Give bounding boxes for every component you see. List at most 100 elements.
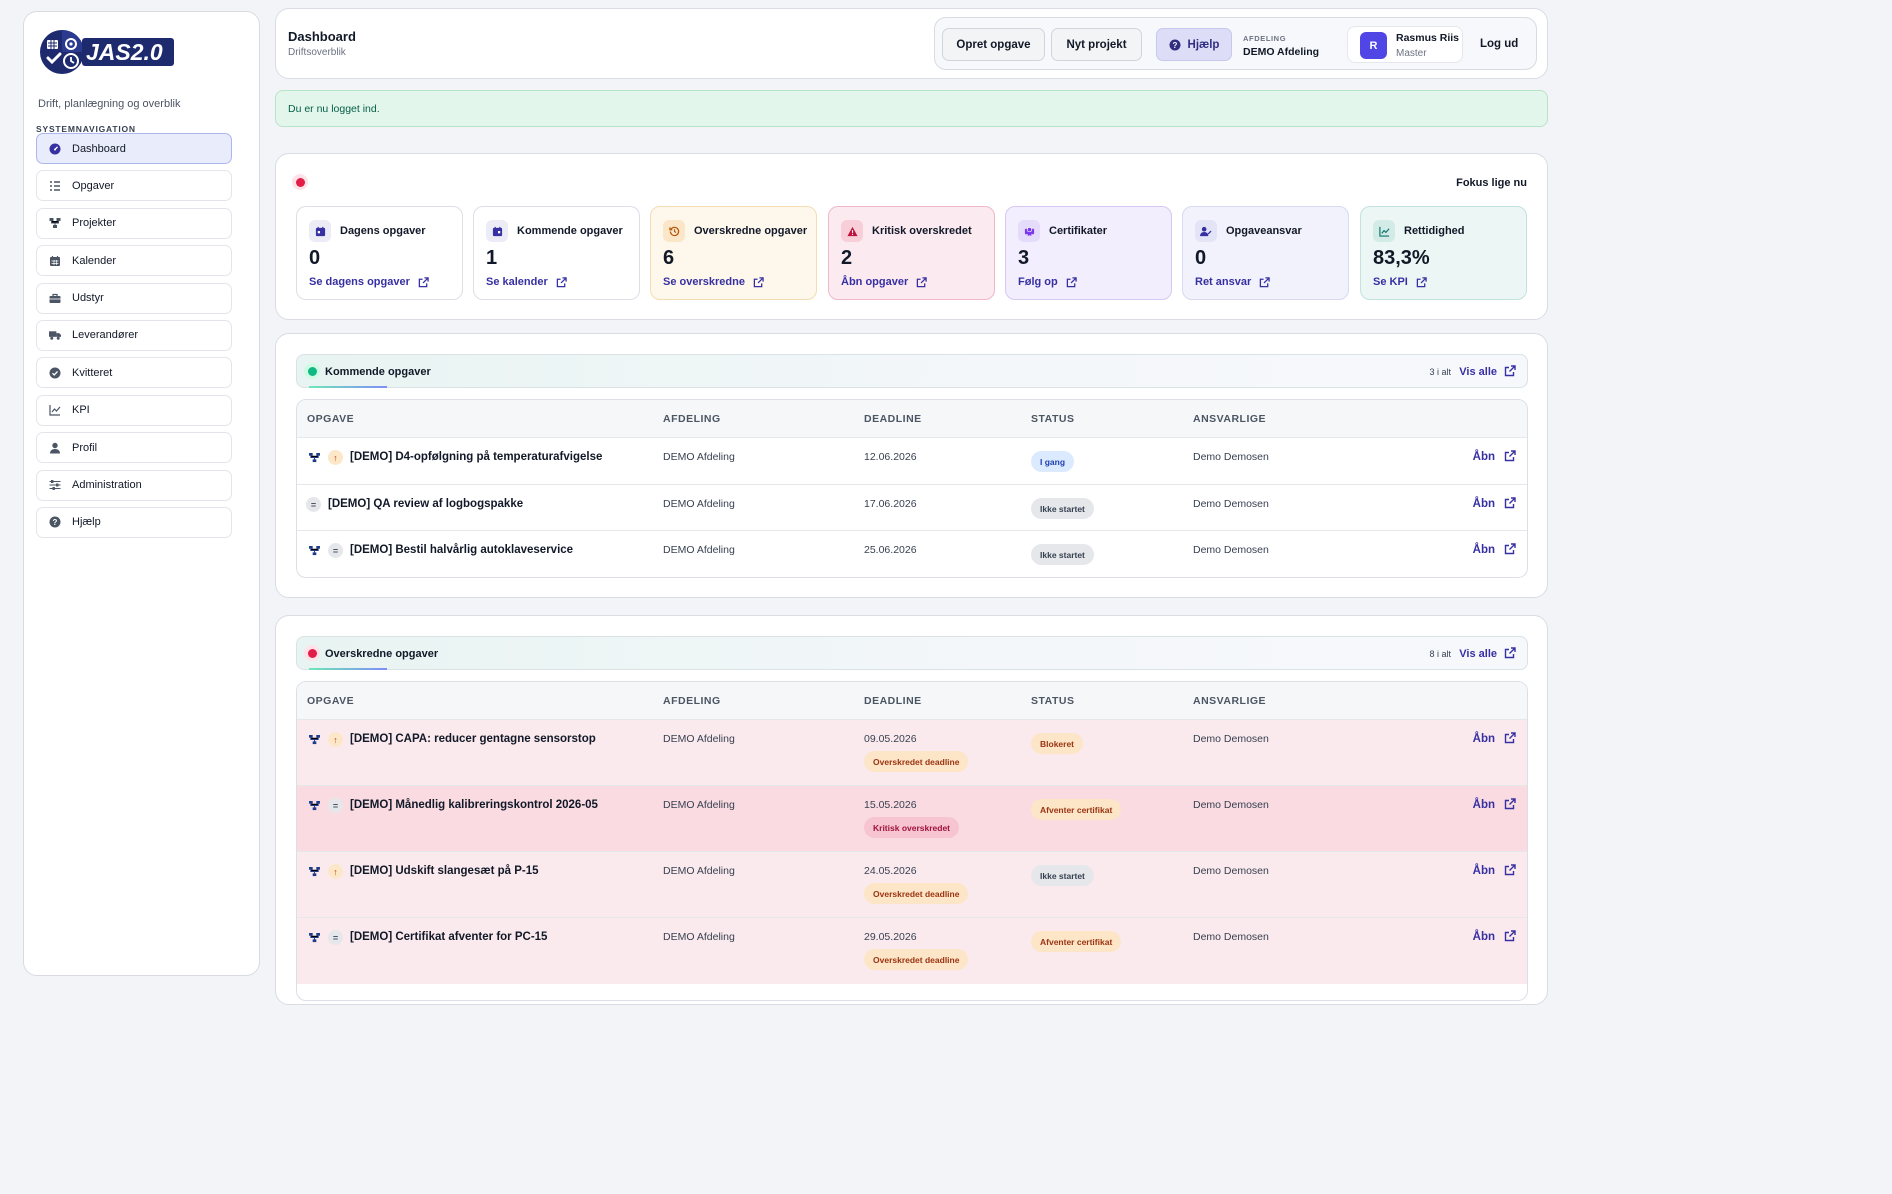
column-header: DEADLINE (864, 695, 922, 707)
task-deadline: 17.06.2026 (864, 498, 917, 510)
card-value: 1 (486, 247, 498, 269)
sidebar-item-label: Profil (72, 441, 98, 454)
external-link-icon[interactable] (1504, 798, 1516, 810)
table-header: OPGAVE AFDELING DEADLINE STATUS ANSVARLI… (297, 682, 1527, 720)
open-task-link[interactable]: Åbn (1472, 498, 1495, 510)
sidebar-item-profil[interactable]: Profil (36, 432, 232, 464)
column-header: STATUS (1031, 413, 1075, 425)
project-tree-icon (309, 801, 320, 811)
table-row[interactable]: = [DEMO] Månedlig kalibreringskontrol 20… (297, 786, 1527, 852)
card-link[interactable]: Åbn opgaver (841, 276, 927, 288)
user-profile[interactable]: R Rasmus Riis Master (1347, 26, 1463, 63)
table-row[interactable]: = [DEMO] QA review af logbogspakke DEMO … (297, 485, 1527, 531)
sidebar-item-leverandorer[interactable]: Leverandører (36, 319, 232, 351)
app-logo[interactable]: JAS2.0 (38, 28, 178, 76)
calendar-day-icon (309, 220, 331, 242)
card-link[interactable]: Ret ansvar (1195, 276, 1270, 288)
priority-normal-icon: = (328, 798, 343, 813)
external-link-icon (418, 276, 429, 287)
overdue-section-header: Overskredne opgaver 8 i alt Vis alle (296, 636, 1528, 670)
card-value: 83,3% (1373, 247, 1430, 269)
status-dot-icon (304, 645, 320, 661)
sidebar-item-opgaver[interactable]: Opgaver (36, 170, 232, 202)
task-responsible: Demo Demosen (1193, 544, 1269, 556)
table-row[interactable]: ↑ [DEMO] CAPA: reducer gentagne sensorst… (297, 720, 1527, 786)
external-link-icon[interactable] (1504, 930, 1516, 942)
external-link-icon[interactable] (1504, 647, 1516, 659)
view-all-link[interactable]: Vis alle (1459, 366, 1497, 378)
sidebar-item-kalender[interactable]: Kalender (36, 245, 232, 277)
sidebar-item-udstyr[interactable]: Udstyr (36, 282, 232, 314)
priority-normal-icon: = (328, 930, 343, 945)
sliders-icon (49, 479, 61, 491)
external-link-icon (556, 276, 567, 287)
table-row[interactable]: = [DEMO] Bestil halvårlig autoklaveservi… (297, 531, 1527, 577)
card-link[interactable]: Se dagens opgaver (309, 276, 429, 288)
card-link-label: Se kalender (486, 276, 548, 288)
column-header: AFDELING (663, 695, 721, 707)
table-row[interactable]: ↑ [DEMO] Udskift slangesæt på P-15 DEMO … (297, 852, 1527, 918)
task-name[interactable]: [DEMO] D4-opfølgning på temperaturafvige… (350, 451, 603, 463)
table-row[interactable]: ↑ [DEMO] D4-opfølgning på temperaturafvi… (297, 438, 1527, 485)
external-link-icon[interactable] (1504, 543, 1516, 555)
priority-high-icon: ↑ (328, 732, 343, 747)
external-link-icon (1066, 276, 1077, 287)
open-task-link[interactable]: Åbn (1472, 451, 1495, 463)
card-value: 0 (1195, 247, 1207, 269)
task-name[interactable]: [DEMO] Bestil halvårlig autoklaveservice (350, 544, 574, 556)
priority-high-icon: ↑ (328, 864, 343, 879)
question-circle-icon: ? (1169, 39, 1181, 50)
card-link[interactable]: Se KPI (1373, 276, 1427, 288)
table-header: OPGAVE AFDELING DEADLINE STATUS ANSVARLI… (297, 400, 1527, 438)
project-tree-icon (309, 933, 320, 943)
column-header: STATUS (1031, 695, 1075, 707)
external-link-icon[interactable] (1504, 365, 1516, 377)
sidebar-item-administration[interactable]: Administration (36, 469, 232, 501)
open-task-link[interactable]: Åbn (1472, 733, 1495, 745)
external-link-icon[interactable] (1504, 497, 1516, 509)
sidebar-item-dashboard[interactable]: Dashboard (36, 133, 232, 164)
focus-card-kommende-opgaver: Kommende opgaver 1 Se kalender (473, 206, 640, 300)
external-link-icon (1416, 276, 1427, 287)
tagline: Drift, planlægning og overblik (38, 98, 181, 110)
status-badge: Blokeret (1031, 733, 1084, 754)
department-label: AFDELING (1243, 34, 1287, 43)
column-header: AFDELING (663, 413, 721, 425)
card-link[interactable]: Se overskredne (663, 276, 764, 288)
user-name: Rasmus Riis (1396, 32, 1460, 44)
total-count: 8 i alt (1429, 649, 1451, 659)
sidebar-item-hjaelp[interactable]: ? Hjælp (36, 506, 232, 538)
external-link-icon[interactable] (1504, 450, 1516, 462)
card-link[interactable]: Følg op (1018, 276, 1077, 288)
task-name[interactable]: [DEMO] Certifikat afventer for PC-15 (350, 931, 548, 943)
open-task-link[interactable]: Åbn (1472, 931, 1495, 943)
history-icon (663, 220, 685, 242)
sidebar-item-kpi[interactable]: KPI (36, 394, 232, 426)
task-name[interactable]: [DEMO] Udskift slangesæt på P-15 (350, 865, 539, 877)
view-all-link[interactable]: Vis alle (1459, 648, 1497, 660)
open-task-link[interactable]: Åbn (1472, 865, 1495, 877)
task-deadline: 09.05.2026 (864, 733, 917, 745)
overdue-tasks-table: OPGAVE AFDELING DEADLINE STATUS ANSVARLI… (296, 681, 1528, 1001)
external-link-icon[interactable] (1504, 732, 1516, 744)
external-link-icon[interactable] (1504, 864, 1516, 876)
table-row[interactable]: = [DEMO] Certifikat afventer for PC-15 D… (297, 918, 1527, 984)
task-department: DEMO Afdeling (663, 931, 735, 943)
create-task-button[interactable]: Opret opgave (942, 28, 1045, 61)
header-actions: Opret opgave Nyt projekt ? Hjælp AFDELIN… (934, 17, 1537, 70)
open-task-link[interactable]: Åbn (1472, 799, 1495, 811)
help-button[interactable]: ? Hjælp (1156, 28, 1232, 61)
new-project-button[interactable]: Nyt projekt (1051, 28, 1142, 61)
upcoming-tasks-section: Kommende opgaver 3 i alt Vis alle OPGAVE… (275, 333, 1548, 598)
sidebar: JAS2.0 Drift, planlægning og overblik SY… (23, 11, 260, 976)
logo-icon: JAS2.0 (40, 30, 174, 74)
task-name[interactable]: [DEMO] QA review af logbogspakke (328, 498, 524, 510)
sidebar-item-projekter[interactable]: Projekter (36, 207, 232, 239)
status-dot-icon (292, 174, 308, 190)
task-name[interactable]: [DEMO] CAPA: reducer gentagne sensorstop (350, 733, 596, 745)
logout-button[interactable]: Log ud (1480, 38, 1519, 50)
sidebar-item-kvitteret[interactable]: Kvitteret (36, 357, 232, 389)
open-task-link[interactable]: Åbn (1472, 544, 1495, 556)
task-name[interactable]: [DEMO] Månedlig kalibreringskontrol 2026… (350, 799, 598, 811)
card-link[interactable]: Se kalender (486, 276, 567, 288)
